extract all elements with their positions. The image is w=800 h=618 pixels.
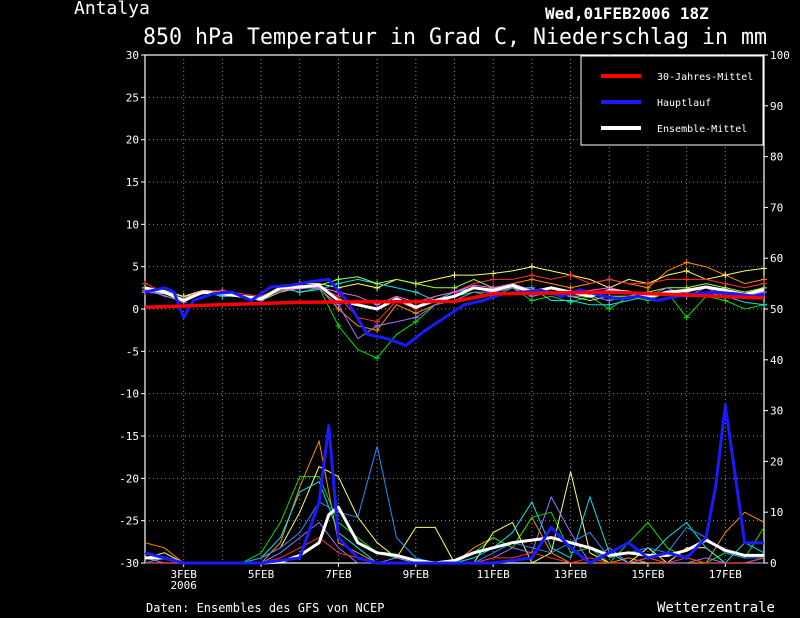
y-left-tick-label: -15 [119, 430, 139, 443]
y-right-tick-label: 30 [770, 405, 783, 418]
temp-member-marker [722, 272, 729, 279]
y-left-tick-label: 10 [126, 218, 139, 231]
y-right-tick-label: 20 [770, 455, 783, 468]
temp-member-marker [374, 355, 381, 362]
x-tick-label: 17FEB [709, 568, 742, 581]
y-right-tick-label: 80 [770, 151, 783, 164]
temp-member-marker [490, 270, 497, 277]
temp-member-marker [374, 322, 381, 329]
y-left-tick-label: -20 [119, 472, 139, 485]
y-right-tick-label: 100 [770, 49, 790, 62]
y-right-tick-label: 90 [770, 100, 783, 113]
temp-member-marker [412, 314, 419, 321]
temp-member-marker [683, 267, 690, 274]
temp-member-marker [451, 272, 458, 279]
temp-member-marker [683, 259, 690, 266]
legend: 30-Jahres-Mittel Hauptlauf Ensemble-Mittel [580, 55, 764, 146]
legend-label: 30-Jahres-Mittel [657, 72, 753, 83]
temp-member-marker [528, 263, 535, 270]
temp-member-marker [761, 265, 767, 272]
y-left-tick-label: -25 [119, 515, 139, 528]
x-tick-label: 5FEB [248, 568, 275, 581]
y-left-tick-label: 5 [132, 261, 139, 274]
y-left-tick-label: -30 [119, 557, 139, 570]
data-source: Daten: Ensembles des GFS von NCEP [146, 601, 384, 615]
legend-label: Hauptlauf [657, 98, 711, 109]
x-tick-label: 15FEB [631, 568, 664, 581]
x-tick-label: 13FEB [554, 568, 587, 581]
y-left-tick-label: 0 [132, 303, 139, 316]
temp-member-marker [761, 301, 767, 308]
temp-member-marker [374, 280, 381, 287]
chart-title: 850 hPa Temperatur in Grad C, Niederschl… [143, 25, 767, 50]
legend-label: Ensemble-Mittel [657, 124, 747, 135]
main-series [144, 277, 765, 565]
temp-member-marker [567, 272, 574, 279]
y-left-tick-label: 15 [126, 176, 139, 189]
y-left-tick-label: -5 [126, 345, 139, 358]
y-right-tick-label: 70 [770, 201, 783, 214]
y-right-tick-label: 0 [770, 557, 777, 570]
y-axis-left: 30 25 20 15 10 5 0 -5 -10 -15 -20 -25 -30 [119, 49, 145, 570]
x-tick-label: 9FEB [403, 568, 430, 581]
y-right-tick-label: 60 [770, 252, 783, 265]
x-tick-label: 11FEB [477, 568, 510, 581]
temp-member-marker [683, 314, 690, 321]
temp-member-marker [335, 276, 342, 283]
temp-member-marker [683, 276, 690, 283]
x-tick-sublabel: 2006 [170, 579, 197, 592]
brand: Wetterzentrale [657, 600, 775, 616]
y-right-tick-label: 40 [770, 354, 783, 367]
run-timestamp: Wed,01FEB2006 18Z [545, 4, 709, 23]
temp-series-hauptlauf [144, 277, 765, 347]
temp-member-marker [412, 280, 419, 287]
temp-member-marker [451, 289, 458, 296]
y-left-tick-label: 25 [126, 91, 139, 104]
temp-member-marker [528, 272, 535, 279]
location-label: Antalya [74, 0, 150, 19]
y-left-tick-label: -10 [119, 388, 139, 401]
precip-member-4 [145, 480, 765, 564]
y-right-tick-label: 10 [770, 506, 783, 519]
precip-series-hauptlauf [144, 404, 764, 565]
temp-member-marker [490, 276, 497, 283]
temp-member-marker [335, 322, 342, 329]
temp-member-marker [412, 289, 419, 296]
x-tick-label: 3FEB [170, 568, 197, 581]
y-right-tick-label: 50 [770, 303, 783, 316]
x-tick-label: 7FEB [325, 568, 352, 581]
temp-member-marker [606, 276, 613, 283]
temp-member-marker [644, 280, 651, 287]
y-left-tick-label: 30 [126, 49, 139, 62]
temp-series-30-jahres-mittel [144, 290, 765, 310]
y-left-tick-label: 20 [126, 134, 139, 147]
